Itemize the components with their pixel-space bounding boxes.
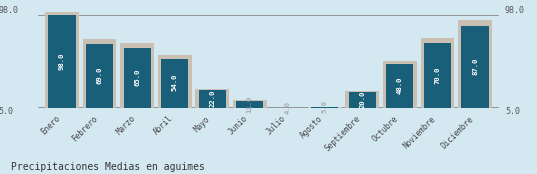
Bar — [458, 20, 492, 112]
Bar — [274, 108, 301, 112]
Text: 98.0: 98.0 — [0, 6, 19, 15]
Bar — [83, 39, 117, 112]
Bar — [199, 90, 226, 112]
Text: 4.0: 4.0 — [284, 101, 291, 114]
Text: 69.0: 69.0 — [97, 67, 103, 84]
Bar — [233, 100, 267, 112]
Text: 11.0: 11.0 — [246, 95, 253, 113]
Bar — [383, 61, 417, 112]
Text: 5.0: 5.0 — [505, 107, 520, 116]
Text: 5.0: 5.0 — [0, 107, 14, 116]
Text: 98.0: 98.0 — [505, 6, 525, 15]
Bar — [311, 107, 338, 112]
Bar — [424, 43, 451, 112]
Bar — [461, 26, 489, 112]
Bar — [349, 92, 376, 112]
Bar — [420, 38, 454, 112]
Text: 87.0: 87.0 — [472, 58, 478, 75]
Text: 20.0: 20.0 — [359, 91, 365, 108]
Bar — [161, 58, 188, 112]
Bar — [236, 101, 263, 112]
Text: Precipitaciones Medias en aguimes: Precipitaciones Medias en aguimes — [11, 162, 205, 172]
Bar — [48, 15, 76, 112]
Bar — [387, 65, 413, 112]
Text: 65.0: 65.0 — [134, 69, 140, 86]
Bar — [124, 48, 150, 112]
Text: 54.0: 54.0 — [172, 74, 178, 92]
Bar — [345, 91, 379, 112]
Text: 22.0: 22.0 — [209, 90, 215, 107]
Bar — [308, 106, 342, 112]
Bar — [120, 43, 154, 112]
Bar — [86, 44, 113, 112]
Bar — [45, 8, 79, 112]
Bar — [158, 55, 192, 112]
Text: 48.0: 48.0 — [397, 77, 403, 94]
Bar — [270, 108, 304, 112]
Text: 98.0: 98.0 — [59, 52, 65, 70]
Bar — [195, 89, 229, 112]
Text: 5.0: 5.0 — [322, 100, 328, 113]
Text: 70.0: 70.0 — [434, 66, 440, 84]
